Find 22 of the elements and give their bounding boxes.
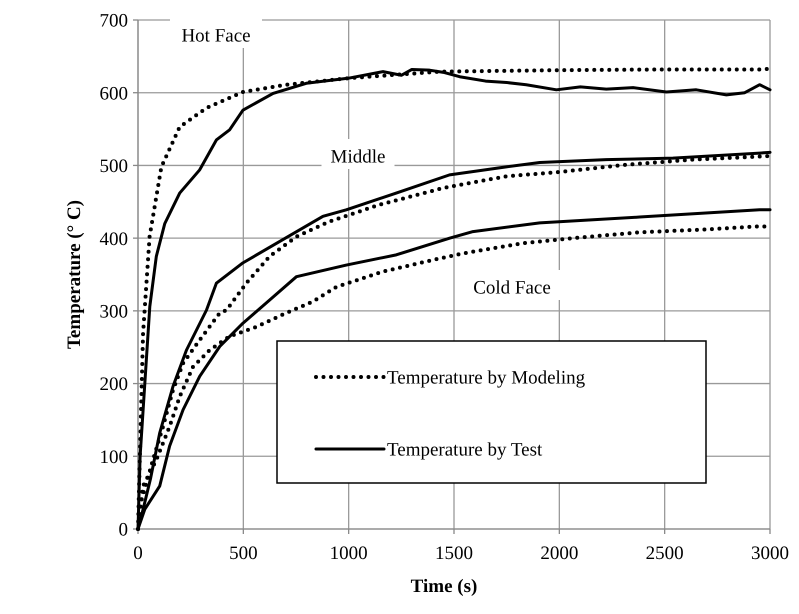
x-tick-label: 2500 [646, 543, 684, 564]
y-tick-label: 500 [100, 156, 128, 178]
x-tick-label: 1500 [435, 543, 473, 564]
y-axis-title: Temperature (° C) [64, 200, 85, 350]
x-tick-label: 3000 [751, 543, 789, 564]
annotation: Middle [330, 146, 386, 168]
annotation: Hot Face [181, 26, 251, 47]
y-tick-label: 600 [100, 83, 128, 104]
x-axis-title: Time (s) [410, 576, 478, 597]
x-tick-label: 500 [229, 543, 258, 564]
y-tick-label: 0 [118, 520, 128, 541]
legend-label: Temperature by Test [387, 440, 543, 461]
y-tick-label: 400 [100, 228, 128, 250]
x-tick-label: 0 [133, 543, 143, 564]
annotation: Cold Face [473, 278, 551, 299]
x-tick-label: 2000 [540, 543, 578, 564]
y-tick-label: 700 [100, 10, 128, 32]
legend-label: Temperature by Modeling [387, 368, 586, 389]
y-tick-label: 200 [100, 374, 128, 396]
y-tick-label: 100 [100, 446, 128, 468]
x-tick-label: 1000 [330, 543, 368, 564]
y-tick-label: 300 [100, 302, 128, 323]
